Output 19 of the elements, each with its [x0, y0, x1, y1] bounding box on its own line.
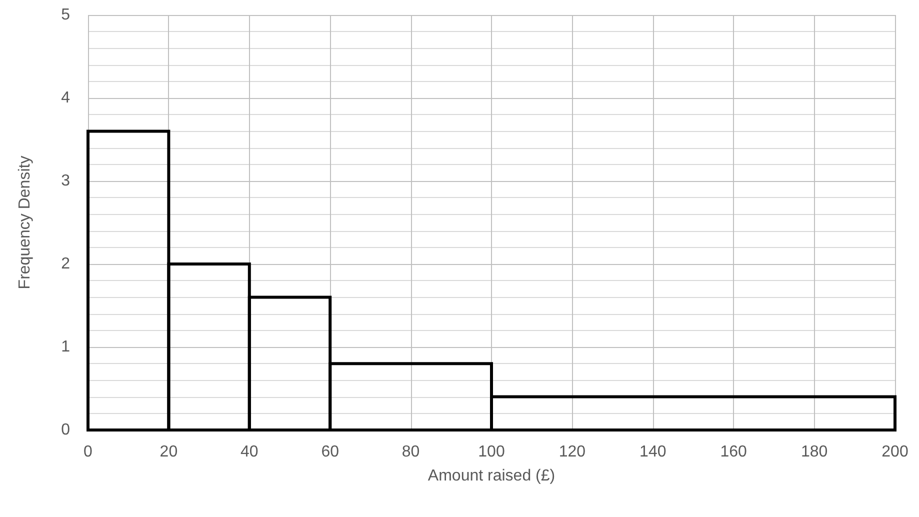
y-tick-label: 4 — [61, 90, 70, 106]
x-tick-label: 180 — [800, 444, 828, 460]
y-tick-label: 5 — [61, 6, 70, 24]
x-tick-label: 160 — [720, 444, 748, 460]
x-tick-label: 20 — [160, 444, 178, 460]
x-tick-label: 80 — [402, 444, 420, 460]
y-axis-title: Frequency Density — [16, 156, 34, 290]
x-tick-label: 0 — [84, 444, 93, 460]
x-tick-label: 40 — [240, 444, 258, 460]
x-tick-label: 200 — [882, 444, 908, 460]
x-axis-title: Amount raised (£) — [428, 468, 556, 484]
y-tick-label: 1 — [61, 338, 70, 356]
y-tick-label: 0 — [61, 422, 70, 438]
x-tick-label: 100 — [478, 444, 505, 460]
x-tick-label: 60 — [321, 444, 340, 460]
x-tick-label: 120 — [558, 444, 586, 460]
x-tick-label: 140 — [640, 444, 666, 460]
y-tick-label: 2 — [61, 256, 70, 272]
y-tick-label: 3 — [61, 172, 70, 190]
